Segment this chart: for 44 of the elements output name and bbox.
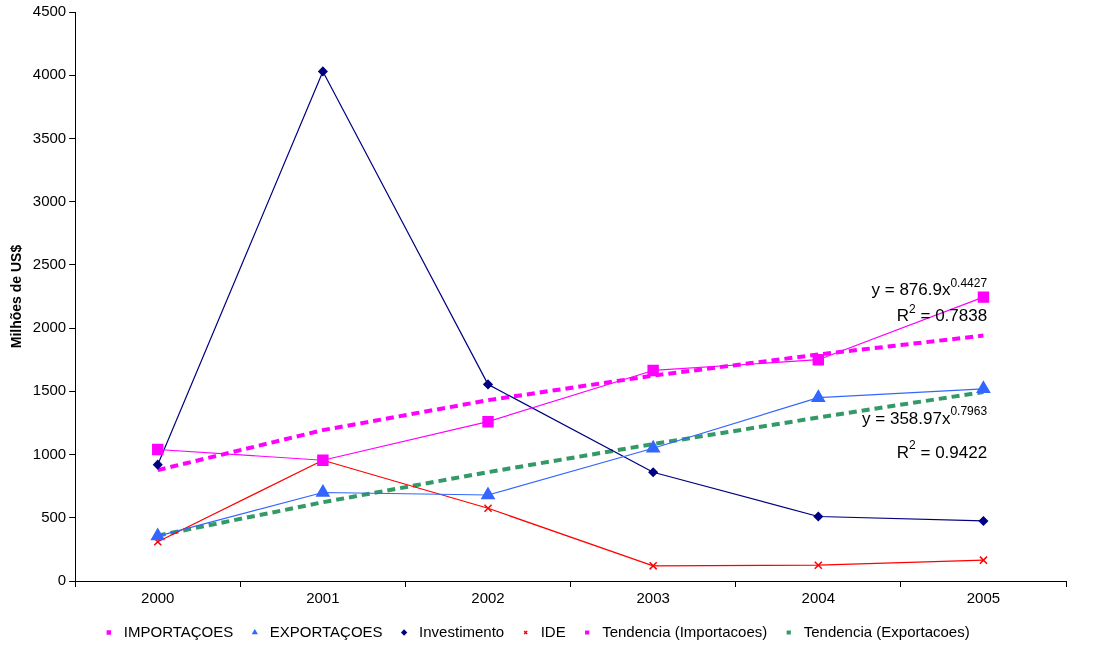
point — [483, 379, 493, 390]
point — [977, 291, 990, 303]
x-tick-label: 2005 — [966, 589, 1001, 607]
point — [814, 560, 823, 570]
y-tick-label: 4000 — [32, 65, 67, 83]
point — [811, 389, 826, 402]
x-tick-label: 2002 — [471, 589, 505, 607]
point — [648, 561, 658, 571]
point — [979, 555, 988, 565]
point — [152, 443, 164, 456]
legend-label: IMPORTAÇOES — [123, 622, 234, 640]
legend-label: Tendencia (Exportacoes) — [803, 622, 970, 640]
legend-label: Tendencia (Importacoes) — [602, 622, 768, 640]
point — [316, 484, 330, 497]
point — [318, 66, 328, 77]
y-tick-label: 500 — [41, 507, 67, 525]
point — [813, 511, 824, 522]
x-tick-label: 2001 — [306, 589, 340, 607]
point — [152, 459, 163, 470]
legend-label: IDE — [540, 622, 566, 640]
legend-label: EXPORTAÇOES — [269, 622, 383, 640]
y-tick-label: 4500 — [32, 2, 67, 20]
legend-label: Investimento — [419, 622, 505, 640]
point — [150, 528, 165, 541]
y-tick-label: 3000 — [32, 191, 67, 209]
point — [812, 354, 824, 366]
y-axis-title: Milhões de US$ — [8, 244, 25, 349]
point — [976, 381, 991, 394]
point — [481, 487, 495, 500]
point — [647, 364, 659, 377]
y-tick-label: 3500 — [32, 128, 67, 146]
point — [483, 504, 493, 513]
point — [648, 467, 658, 478]
x-tick-label: 2000 — [141, 589, 175, 607]
y-tick-label: 1000 — [32, 444, 67, 462]
point — [978, 516, 989, 526]
y-tick-label: 2000 — [32, 318, 67, 336]
y-tick-label: 0 — [57, 571, 67, 589]
point — [482, 415, 494, 428]
x-tick-label: 2004 — [801, 589, 835, 607]
y-tick-label: 1500 — [32, 381, 67, 399]
point — [646, 440, 660, 453]
x-tick-label: 2003 — [636, 589, 670, 607]
y-tick-label: 2500 — [32, 255, 67, 273]
